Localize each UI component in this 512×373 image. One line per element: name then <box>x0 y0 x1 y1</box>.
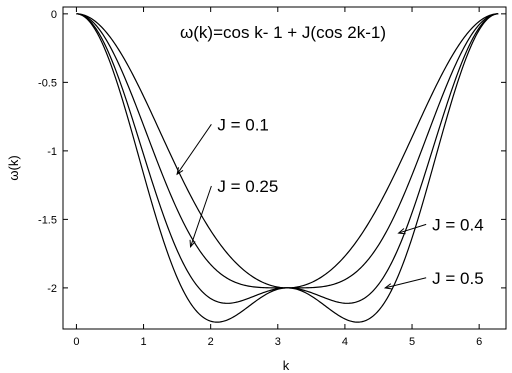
annotation-label: J = 0.4 <box>432 215 484 234</box>
plot-frame <box>62 6 507 330</box>
y-axis-label: ω(k) <box>6 155 21 180</box>
annotation-arrow <box>385 277 427 289</box>
annotations: J = 0.1 J = 0.25 J = 0.4 J = 0.5 <box>176 115 484 290</box>
x-tick-label: 1 <box>140 336 146 348</box>
annotation-label: J = 0.1 <box>217 115 269 134</box>
x-tick-label: 0 <box>73 336 79 348</box>
series-line <box>76 13 499 289</box>
x-tick-label: 4 <box>342 336 348 348</box>
y-tick-label: -1 <box>47 146 57 158</box>
y-tick-label: 0 <box>51 9 57 21</box>
annotation-arrow <box>176 124 212 175</box>
annotation-arrow <box>398 223 427 234</box>
y-tick-label: -1.5 <box>38 214 57 226</box>
annotation-arrowhead <box>189 239 196 249</box>
annotation-arrow <box>190 185 212 247</box>
x-tick-label: 6 <box>476 336 482 348</box>
y-axis-ticks: 0 -0.5 -1 -1.5 -2 <box>38 9 506 295</box>
x-tick-label: 2 <box>208 336 214 348</box>
x-tick-label: 3 <box>275 336 281 348</box>
series-line <box>76 13 499 289</box>
x-tick-label: 5 <box>409 336 415 348</box>
y-tick-label: -0.5 <box>38 77 57 89</box>
y-tick-label: -2 <box>47 283 57 295</box>
series-line <box>76 13 499 323</box>
annotation-arrowhead <box>397 228 406 235</box>
annotation-label: J = 0.5 <box>432 269 484 288</box>
x-axis-label: k <box>283 358 290 373</box>
annotation-arrowhead <box>176 167 184 176</box>
chart-title: ω(k)=cos k- 1 + J(cos 2k-1) <box>180 23 386 42</box>
x-axis-ticks: 0 1 2 3 4 5 6 <box>73 7 482 348</box>
annotation-label: J = 0.25 <box>217 177 278 196</box>
series-lines <box>76 13 499 323</box>
annotation-arrowhead <box>383 283 393 290</box>
